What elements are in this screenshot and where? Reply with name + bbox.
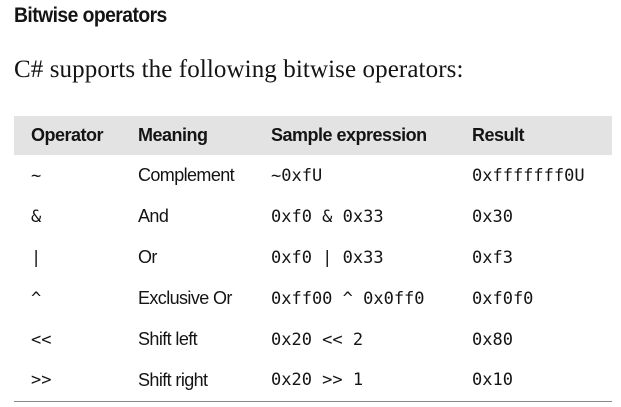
table-row: ^ Exclusive Or 0xff00 ^ 0x0ff0 0xf0f0 <box>14 278 612 319</box>
expression-cell: 0x20 >> 1 <box>271 370 364 391</box>
expression-cell: 0xf0 & 0x33 <box>271 206 384 227</box>
header-row: Operator Meaning Sample expression Resul… <box>14 116 612 155</box>
header-meaning: Meaning <box>138 125 208 145</box>
operator-cell: & <box>31 206 42 227</box>
expression-cell: 0xf0 | 0x33 <box>271 247 384 268</box>
meaning-cell: Complement <box>138 165 235 185</box>
result-cell: 0x30 <box>472 206 513 227</box>
operator-cell: ~ <box>31 165 42 186</box>
operator-cell: ^ <box>31 288 42 309</box>
operator-cell: << <box>31 329 52 350</box>
table-row: | Or 0xf0 | 0x33 0xf3 <box>14 237 612 278</box>
header-operator: Operator <box>31 125 104 145</box>
result-cell: 0x80 <box>472 329 513 350</box>
operator-cell: >> <box>31 370 52 391</box>
operator-cell: | <box>31 247 42 268</box>
table-row: << Shift left 0x20 << 2 0x80 <box>14 319 612 360</box>
expression-cell: ~0xfU <box>271 165 323 186</box>
meaning-cell: Shift left <box>138 329 198 349</box>
table-row: & And 0xf0 & 0x33 0x30 <box>14 196 612 237</box>
table-header: Operator Meaning Sample expression Resul… <box>14 116 612 155</box>
expression-cell: 0x20 << 2 <box>271 329 364 350</box>
meaning-cell: And <box>138 206 169 226</box>
expression-cell: 0xff00 ^ 0x0ff0 <box>271 288 425 309</box>
result-cell: 0xf0f0 <box>472 288 534 309</box>
table-row: >> Shift right 0x20 >> 1 0x10 <box>14 360 612 401</box>
meaning-cell: Or <box>138 247 157 267</box>
result-cell: 0x10 <box>472 370 513 391</box>
intro-paragraph: C# supports the following bitwise operat… <box>14 56 464 83</box>
header-sample-expression: Sample expression <box>271 125 427 145</box>
bitwise-operators-table: Operator Meaning Sample expression Resul… <box>14 116 612 402</box>
table-body: ~ Complement ~0xfU 0xfffffff0U & And 0xf… <box>14 155 612 401</box>
section-heading: Bitwise operators <box>14 4 167 27</box>
result-cell: 0xf3 <box>472 247 513 268</box>
result-cell: 0xfffffff0U <box>472 165 585 186</box>
meaning-cell: Exclusive Or <box>138 288 232 308</box>
meaning-cell: Shift right <box>138 369 208 390</box>
table-row: ~ Complement ~0xfU 0xfffffff0U <box>14 155 612 196</box>
header-result: Result <box>472 125 525 145</box>
